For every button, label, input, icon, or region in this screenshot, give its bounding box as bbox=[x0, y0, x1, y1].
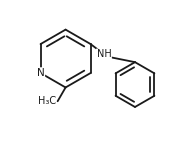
Text: H₃C: H₃C bbox=[38, 96, 56, 106]
Text: NH: NH bbox=[97, 49, 111, 59]
Text: N: N bbox=[37, 68, 44, 78]
